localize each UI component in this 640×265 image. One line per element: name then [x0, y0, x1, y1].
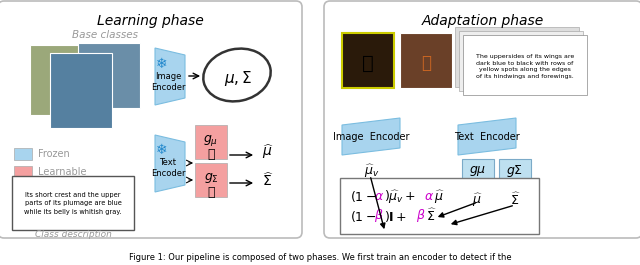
Text: $g_\mu$: $g_\mu$: [204, 132, 218, 148]
Text: $\widehat{\mu}$: $\widehat{\mu}$: [434, 188, 445, 206]
Polygon shape: [155, 48, 185, 105]
Text: Class description: Class description: [35, 230, 111, 239]
Text: Frozen: Frozen: [38, 149, 70, 159]
FancyBboxPatch shape: [78, 43, 140, 108]
FancyBboxPatch shape: [12, 176, 134, 230]
FancyBboxPatch shape: [455, 27, 579, 87]
Text: $(1-$: $(1-$: [350, 209, 376, 223]
Text: $)\mathbf{I} + $: $)\mathbf{I} + $: [384, 209, 407, 223]
Text: $g\mu$: $g\mu$: [469, 164, 486, 178]
FancyBboxPatch shape: [499, 159, 531, 183]
FancyBboxPatch shape: [462, 159, 494, 183]
Text: $\widehat{\mu}_v$: $\widehat{\mu}_v$: [364, 163, 380, 180]
Text: $\beta$: $\beta$: [374, 207, 383, 224]
Text: $\alpha$: $\alpha$: [374, 191, 384, 204]
FancyBboxPatch shape: [195, 163, 227, 197]
Text: ❄: ❄: [156, 57, 168, 71]
Text: Image  Encoder: Image Encoder: [333, 132, 409, 142]
Text: $\widehat{\Sigma}$: $\widehat{\Sigma}$: [262, 171, 274, 189]
FancyBboxPatch shape: [400, 33, 452, 88]
FancyBboxPatch shape: [50, 53, 112, 128]
FancyBboxPatch shape: [14, 166, 32, 178]
Text: $\beta$: $\beta$: [416, 207, 426, 224]
Text: $(1-$: $(1-$: [350, 189, 376, 205]
Text: $\widehat{\Sigma}$: $\widehat{\Sigma}$: [509, 192, 520, 208]
Text: Text
Encoder: Text Encoder: [151, 158, 185, 178]
FancyBboxPatch shape: [342, 33, 394, 88]
Text: 🦋: 🦋: [362, 54, 374, 73]
Text: Text  Encoder: Text Encoder: [454, 132, 520, 142]
Text: 🦋: 🦋: [421, 54, 431, 72]
Text: $\widehat{\mu}$: $\widehat{\mu}$: [262, 143, 274, 161]
Text: Image
Encoder: Image Encoder: [151, 72, 185, 92]
Text: 🔥: 🔥: [207, 186, 215, 198]
Text: Its short crest and the upper
parts of its plumage are blue
while its belly is w: Its short crest and the upper parts of i…: [24, 192, 122, 215]
FancyBboxPatch shape: [14, 148, 32, 160]
Text: Base classes: Base classes: [72, 30, 138, 40]
Text: $\mu, \Sigma$: $\mu, \Sigma$: [224, 68, 252, 87]
FancyBboxPatch shape: [195, 125, 227, 159]
FancyBboxPatch shape: [340, 178, 539, 234]
Ellipse shape: [204, 48, 271, 101]
FancyBboxPatch shape: [324, 1, 640, 238]
Text: $)\widehat{\mu}_v + $: $)\widehat{\mu}_v + $: [384, 188, 416, 206]
Text: Figure 1: Our pipeline is composed of two phases. We first train an encoder to d: Figure 1: Our pipeline is composed of tw…: [129, 253, 511, 262]
Text: Learnable: Learnable: [38, 167, 86, 177]
Text: $g_\Sigma$: $g_\Sigma$: [204, 171, 218, 185]
Text: Learning phase: Learning phase: [97, 14, 204, 28]
Text: The uppersides of its wings are
dark blue to black with rows of
yellow spots alo: The uppersides of its wings are dark blu…: [476, 54, 574, 79]
Polygon shape: [458, 118, 516, 155]
Polygon shape: [155, 135, 185, 192]
Text: 🔥: 🔥: [207, 148, 215, 161]
Text: $\widehat{\Sigma}$: $\widehat{\Sigma}$: [426, 208, 437, 224]
FancyBboxPatch shape: [0, 1, 302, 238]
Text: $\widehat{\mu}$: $\widehat{\mu}$: [472, 192, 484, 209]
FancyBboxPatch shape: [459, 31, 583, 91]
Text: ❄: ❄: [156, 143, 168, 157]
Polygon shape: [342, 118, 400, 155]
Text: $\alpha$: $\alpha$: [424, 191, 434, 204]
FancyBboxPatch shape: [463, 35, 587, 95]
FancyBboxPatch shape: [30, 45, 92, 115]
Text: Adaptation phase: Adaptation phase: [422, 14, 544, 28]
Text: $g\Sigma$: $g\Sigma$: [506, 163, 524, 179]
